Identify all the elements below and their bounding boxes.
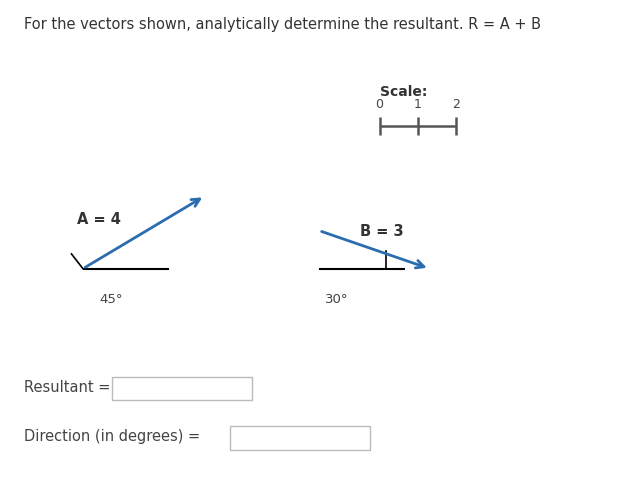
Text: 2: 2 [452,98,460,111]
Text: Resultant =: Resultant = [24,380,110,394]
Text: 1: 1 [414,98,422,111]
Text: For the vectors shown, analytically determine the resultant. R = A + B: For the vectors shown, analytically dete… [24,17,541,32]
Text: 0: 0 [376,98,383,111]
Text: 45°: 45° [99,293,122,306]
FancyBboxPatch shape [112,377,252,400]
FancyBboxPatch shape [230,426,370,450]
Text: B = 3: B = 3 [360,224,404,239]
Text: 30°: 30° [325,293,349,306]
Text: A = 4: A = 4 [77,212,121,227]
Text: Scale:: Scale: [380,85,427,99]
Text: Direction (in degrees) =: Direction (in degrees) = [24,429,200,444]
